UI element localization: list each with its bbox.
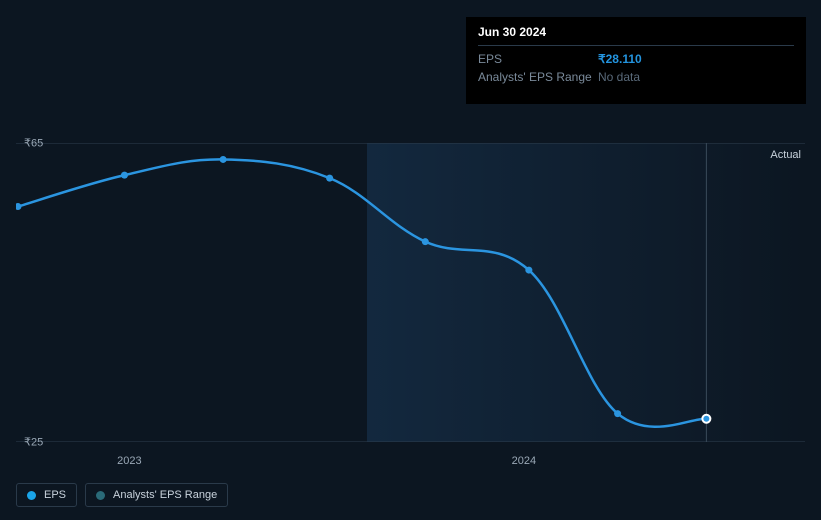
tooltip-row-value: No data bbox=[598, 70, 640, 84]
tooltip-date: Jun 30 2024 bbox=[478, 25, 794, 46]
tooltip-row-label: EPS bbox=[478, 52, 598, 66]
eps-point[interactable] bbox=[422, 238, 429, 245]
legend-swatch-icon bbox=[27, 491, 36, 500]
eps-point[interactable] bbox=[326, 175, 333, 182]
eps-point[interactable] bbox=[121, 172, 128, 179]
y-axis-tick-label: ₹25 bbox=[24, 436, 43, 449]
legend-swatch-icon bbox=[96, 491, 105, 500]
tooltip-row-label: Analysts' EPS Range bbox=[478, 70, 598, 84]
legend-item[interactable]: Analysts' EPS Range bbox=[85, 483, 228, 507]
x-axis-tick-label: 2023 bbox=[117, 455, 141, 467]
legend-item[interactable]: EPS bbox=[16, 483, 77, 507]
y-axis-tick-label: ₹65 bbox=[24, 137, 43, 150]
legend-item-label: Analysts' EPS Range bbox=[113, 489, 217, 501]
eps-point[interactable] bbox=[220, 156, 227, 163]
actual-label: Actual bbox=[770, 149, 801, 161]
eps-point[interactable] bbox=[614, 410, 621, 417]
eps-point[interactable] bbox=[16, 203, 21, 210]
chart-legend: EPS Analysts' EPS Range bbox=[16, 483, 228, 507]
legend-item-label: EPS bbox=[44, 489, 66, 501]
eps-point[interactable] bbox=[525, 267, 532, 274]
tooltip-row: Analysts' EPS RangeNo data bbox=[478, 68, 794, 86]
x-axis-tick-label: 2024 bbox=[512, 455, 536, 467]
chart-tooltip: Jun 30 2024EPS₹28.110Analysts' EPS Range… bbox=[466, 17, 806, 104]
actual-zone-shade bbox=[367, 143, 805, 442]
eps-chart[interactable] bbox=[16, 143, 805, 442]
eps-point-hovered[interactable] bbox=[703, 416, 709, 422]
tooltip-row-value: ₹28.110 bbox=[598, 52, 642, 66]
tooltip-row: EPS₹28.110 bbox=[478, 50, 794, 68]
